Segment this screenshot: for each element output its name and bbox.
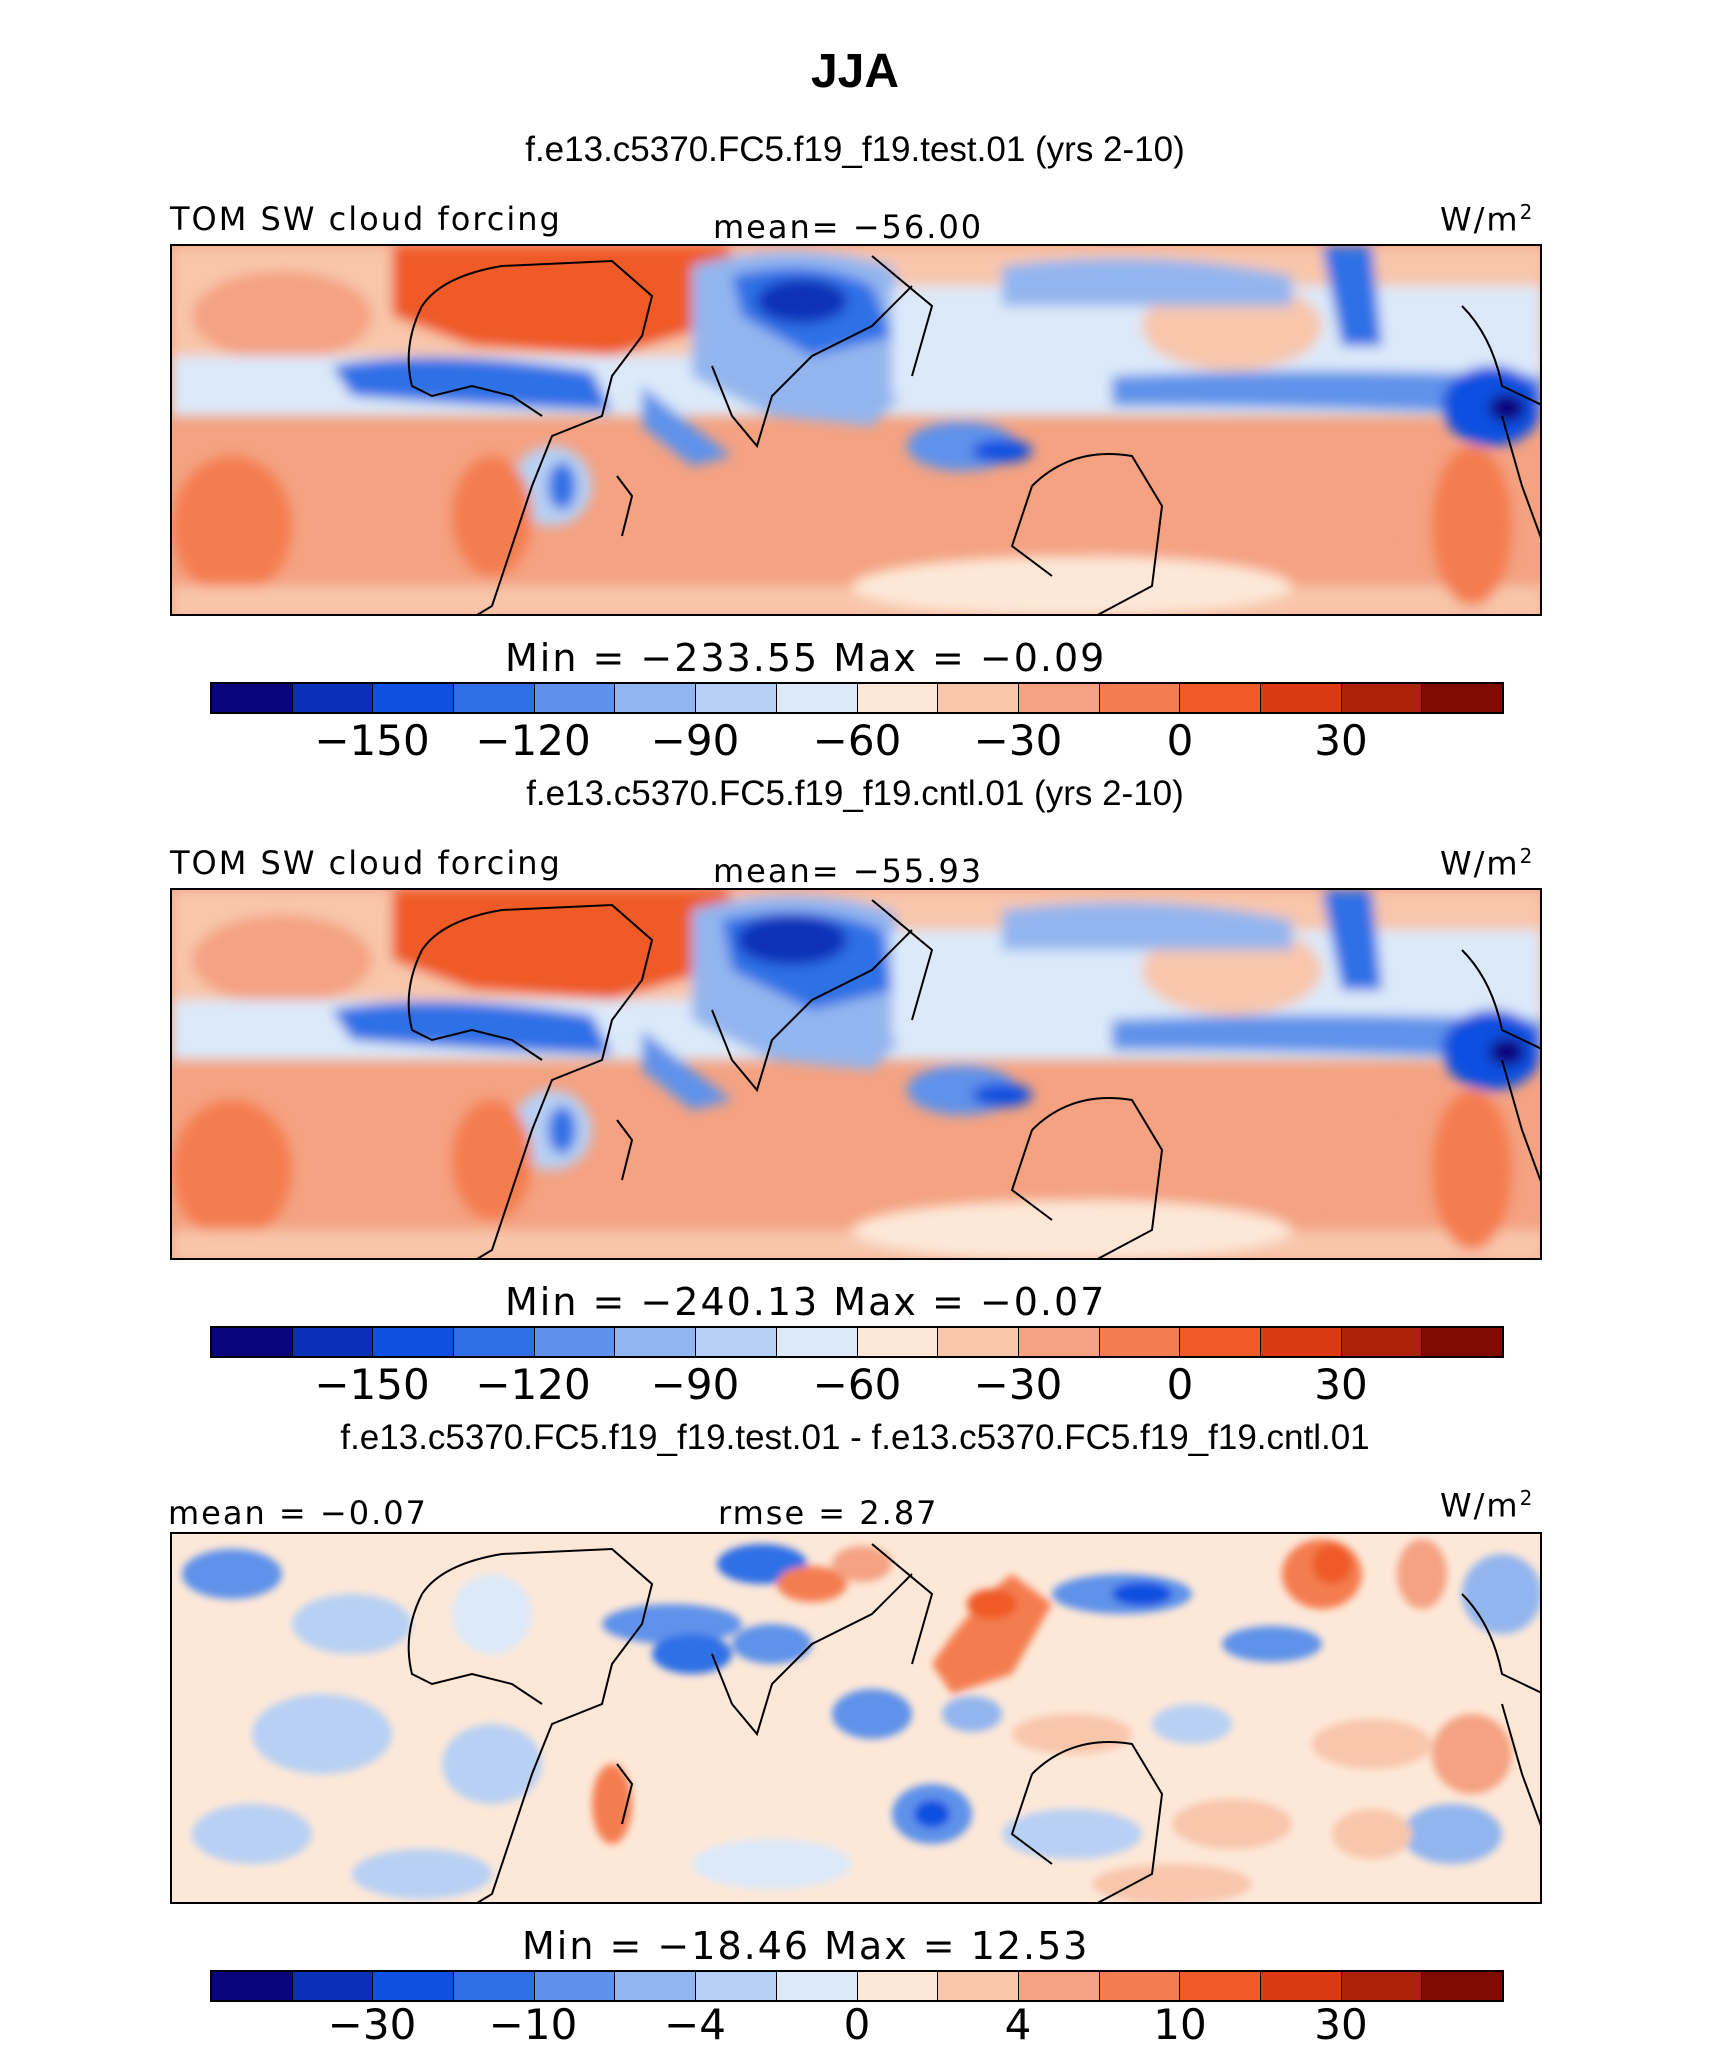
panel-1-map — [170, 244, 1542, 616]
colorbar-tick: −120 — [475, 716, 591, 765]
panel-2-mean-label: mean= −55.93 — [713, 852, 984, 890]
panel-1-subtitle: f.e13.c5370.FC5.f19_f19.test.01 (yrs 2-1… — [525, 130, 1185, 169]
colorbar-tick: 0 — [1166, 1360, 1194, 1409]
colorbar-swatch — [534, 684, 616, 712]
colorbar-swatch — [857, 684, 939, 712]
colorbar-tick: −60 — [812, 716, 902, 765]
colorbar-swatch — [615, 1328, 697, 1356]
colorbar-swatch — [1341, 1972, 1423, 2000]
panel-1-variable-label: TOM SW cloud forcing — [170, 200, 562, 238]
colorbar-swatch — [1180, 1972, 1261, 2000]
colorbar-swatch — [938, 1972, 1019, 2000]
colorbar-swatch — [1099, 1972, 1181, 2000]
colorbar-swatch — [1422, 1328, 1502, 1356]
colorbar-swatch — [1422, 1972, 1502, 2000]
colorbar-swatch — [776, 684, 858, 712]
colorbar-swatch — [373, 1972, 455, 2000]
colorbar-swatch — [454, 1972, 535, 2000]
panel-2-units: W/m2 — [1440, 844, 1535, 883]
colorbar-swatch — [938, 1328, 1019, 1356]
colorbar-tick: 30 — [1314, 1360, 1368, 1409]
panel-1-mean-label: mean= −56.00 — [713, 208, 984, 246]
colorbar-swatch — [776, 1972, 858, 2000]
colorbar-tick: −90 — [650, 1360, 740, 1409]
panel-3-colorbar — [210, 1970, 1504, 2002]
colorbar-swatch — [1260, 684, 1342, 712]
panel-1-units: W/m2 — [1440, 200, 1535, 239]
colorbar-swatch — [534, 1328, 616, 1356]
panel-3-units: W/m2 — [1440, 1486, 1535, 1525]
colorbar-swatch — [1099, 684, 1181, 712]
panel-3-map — [170, 1532, 1542, 1904]
colorbar-swatch — [373, 684, 455, 712]
colorbar-tick: −150 — [314, 1360, 430, 1409]
colorbar-swatch — [1341, 1328, 1423, 1356]
colorbar-tick: 10 — [1153, 2000, 1207, 2049]
figure-title: JJA — [810, 45, 900, 98]
colorbar-tick: −10 — [488, 2000, 578, 2049]
panel-2-map — [170, 888, 1542, 1260]
colorbar-swatch — [1180, 1328, 1261, 1356]
colorbar-tick: 0 — [1166, 716, 1194, 765]
panel-1-minmax: Min = −233.55 Max = −0.09 — [505, 636, 1107, 680]
colorbar-swatch — [212, 684, 293, 712]
panel-2-subtitle: f.e13.c5370.FC5.f19_f19.cntl.01 (yrs 2-1… — [526, 774, 1184, 813]
colorbar-swatch — [454, 1328, 535, 1356]
panel-3-minmax: Min = −18.46 Max = 12.53 — [522, 1924, 1090, 1968]
colorbar-swatch — [696, 684, 777, 712]
colorbar-tick: 30 — [1314, 716, 1368, 765]
colorbar-tick: 0 — [843, 2000, 871, 2049]
colorbar-tick: −30 — [973, 716, 1063, 765]
colorbar-swatch — [1260, 1328, 1342, 1356]
panel-3-subtitle: f.e13.c5370.FC5.f19_f19.test.01 - f.e13.… — [340, 1418, 1370, 1457]
colorbar-swatch — [1099, 1328, 1181, 1356]
colorbar-tick: −4 — [664, 2000, 726, 2049]
colorbar-swatch — [292, 684, 374, 712]
colorbar-swatch — [696, 1328, 777, 1356]
panel-3-rmse-label: rmse = 2.87 — [718, 1494, 939, 1532]
colorbar-swatch — [1018, 1328, 1100, 1356]
colorbar-swatch — [857, 1972, 939, 2000]
panel-1-colorbar — [210, 682, 1504, 714]
colorbar-tick: −150 — [314, 716, 430, 765]
colorbar-swatch — [454, 684, 535, 712]
colorbar-swatch — [615, 1972, 697, 2000]
colorbar-swatch — [212, 1972, 293, 2000]
colorbar-swatch — [938, 684, 1019, 712]
colorbar-swatch — [292, 1328, 374, 1356]
panel-3-mean-label: mean = −0.07 — [168, 1494, 428, 1532]
colorbar-tick: −30 — [973, 1360, 1063, 1409]
colorbar-swatch — [212, 1328, 293, 1356]
colorbar-tick: 30 — [1314, 2000, 1368, 2049]
colorbar-tick: −120 — [475, 1360, 591, 1409]
colorbar-tick: −30 — [327, 2000, 417, 2049]
colorbar-swatch — [1422, 684, 1502, 712]
colorbar-swatch — [1180, 684, 1261, 712]
panel-2-colorbar — [210, 1326, 1504, 1358]
panel-2-minmax: Min = −240.13 Max = −0.07 — [505, 1280, 1107, 1324]
colorbar-swatch — [292, 1972, 374, 2000]
colorbar-swatch — [1018, 684, 1100, 712]
colorbar-swatch — [696, 1972, 777, 2000]
colorbar-swatch — [615, 684, 697, 712]
colorbar-swatch — [857, 1328, 939, 1356]
colorbar-swatch — [1018, 1972, 1100, 2000]
panel-2-variable-label: TOM SW cloud forcing — [170, 844, 562, 882]
colorbar-swatch — [373, 1328, 455, 1356]
colorbar-tick: −90 — [650, 716, 740, 765]
colorbar-swatch — [776, 1328, 858, 1356]
colorbar-swatch — [534, 1972, 616, 2000]
colorbar-swatch — [1341, 684, 1423, 712]
colorbar-tick: 4 — [1004, 2000, 1032, 2049]
colorbar-swatch — [1260, 1972, 1342, 2000]
colorbar-tick: −60 — [812, 1360, 902, 1409]
